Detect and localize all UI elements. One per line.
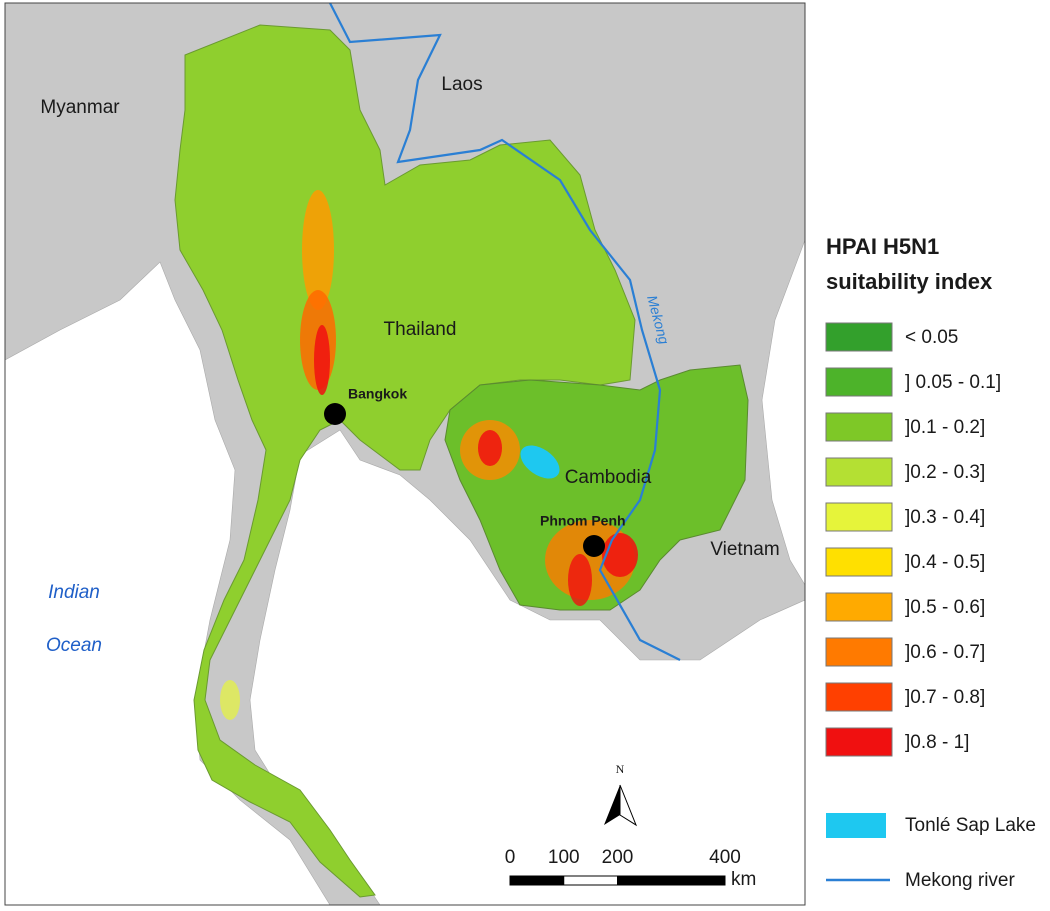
scale-unit: km	[731, 869, 756, 890]
city-dot	[324, 403, 346, 425]
legend-label: ]0.7 - 0.8]	[905, 687, 985, 708]
place-label: Laos	[441, 74, 482, 95]
legend-label: ]0.4 - 0.5]	[905, 552, 985, 573]
legend-swatch	[825, 457, 893, 487]
hotspot	[478, 430, 502, 466]
south-china-sea	[761, 239, 805, 586]
scale-tick-label: 200	[602, 847, 634, 868]
hotspot	[302, 190, 334, 310]
gulf	[249, 429, 805, 905]
ocean-label: Ocean	[46, 635, 102, 656]
scale-segment	[509, 875, 565, 886]
legend-label: ]0.6 - 0.7]	[905, 642, 985, 663]
north-arrow: N	[604, 762, 638, 827]
map-frame	[4, 2, 806, 906]
legend-swatch	[825, 637, 893, 667]
scale-segment	[617, 875, 726, 886]
thailand	[174, 24, 636, 898]
ocean-label: Indian	[48, 582, 100, 603]
hotspot	[568, 554, 592, 606]
city-label: Bangkok	[348, 386, 407, 402]
place-label: Myanmar	[40, 97, 120, 118]
legend-label: ] 0.05 - 0.1]	[905, 372, 1001, 393]
legend-swatch	[825, 412, 893, 442]
tonle-sap-lake	[520, 445, 560, 479]
legend-label: ]0.1 - 0.2]	[905, 417, 985, 438]
legend-label: ]0.3 - 0.4]	[905, 507, 985, 528]
andaman-sea	[5, 261, 331, 905]
north-arrow-left	[604, 785, 620, 825]
hotspot	[602, 533, 638, 577]
scale-segment	[563, 875, 618, 886]
city-label: Phnom Penh	[540, 513, 626, 529]
hotspot	[220, 680, 240, 720]
scale-tick-label: 400	[709, 847, 741, 868]
legend-swatch	[825, 682, 893, 712]
legend-title: suitability index	[826, 269, 993, 294]
legend-label: ]0.8 - 1]	[905, 732, 969, 753]
place-label: Vietnam	[710, 539, 779, 560]
legend-swatch	[825, 502, 893, 532]
cambodia	[444, 364, 749, 611]
legend-label: < 0.05	[905, 327, 958, 348]
legend-swatch	[825, 322, 893, 352]
legend-label: ]0.2 - 0.3]	[905, 462, 985, 483]
legend-swatch	[826, 813, 886, 838]
place-label: Thailand	[384, 319, 457, 340]
north-label: N	[616, 762, 625, 776]
mekong-river	[329, 3, 681, 661]
hotspots	[220, 190, 638, 720]
legend-swatch	[825, 727, 893, 757]
legend-label: ]0.5 - 0.6]	[905, 597, 985, 618]
legend-swatch	[825, 592, 893, 622]
frame-border	[4, 2, 806, 906]
scale-tick-label: 100	[548, 847, 580, 868]
legend-swatch	[825, 367, 893, 397]
north-arrow-right	[619, 784, 638, 827]
legend-swatch	[825, 547, 893, 577]
scale-tick-label: 0	[505, 847, 516, 868]
place-label: Cambodia	[565, 467, 652, 488]
legend-label: Tonlé Sap Lake	[905, 815, 1036, 836]
hotspot	[314, 325, 330, 395]
city-dot	[583, 535, 605, 557]
legend-title: HPAI H5N1	[826, 234, 939, 259]
legend-label: Mekong river	[905, 870, 1015, 891]
